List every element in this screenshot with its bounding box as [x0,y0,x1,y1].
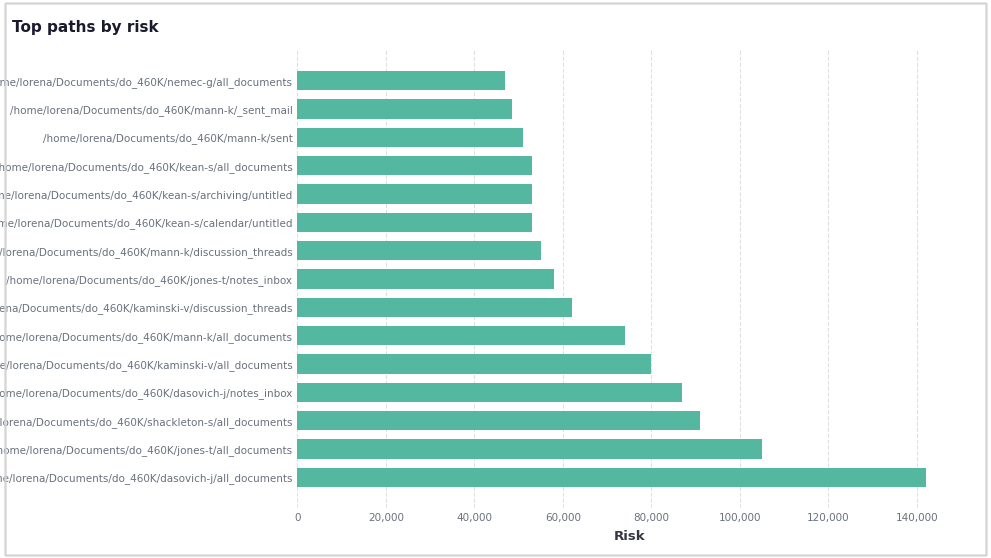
Bar [297,468,926,487]
Bar [297,439,762,459]
Bar [297,326,625,345]
Bar [297,241,541,260]
Bar [297,298,572,317]
Bar [297,99,512,119]
Bar [297,270,554,288]
X-axis label: Risk: Risk [613,530,645,542]
Text: Top paths by risk: Top paths by risk [12,20,159,35]
Bar [297,156,532,175]
Bar [297,184,532,204]
Bar [297,411,700,430]
Bar [297,71,505,90]
Bar [297,354,651,374]
Bar [297,383,683,402]
Bar [297,128,523,147]
Bar [297,213,532,232]
